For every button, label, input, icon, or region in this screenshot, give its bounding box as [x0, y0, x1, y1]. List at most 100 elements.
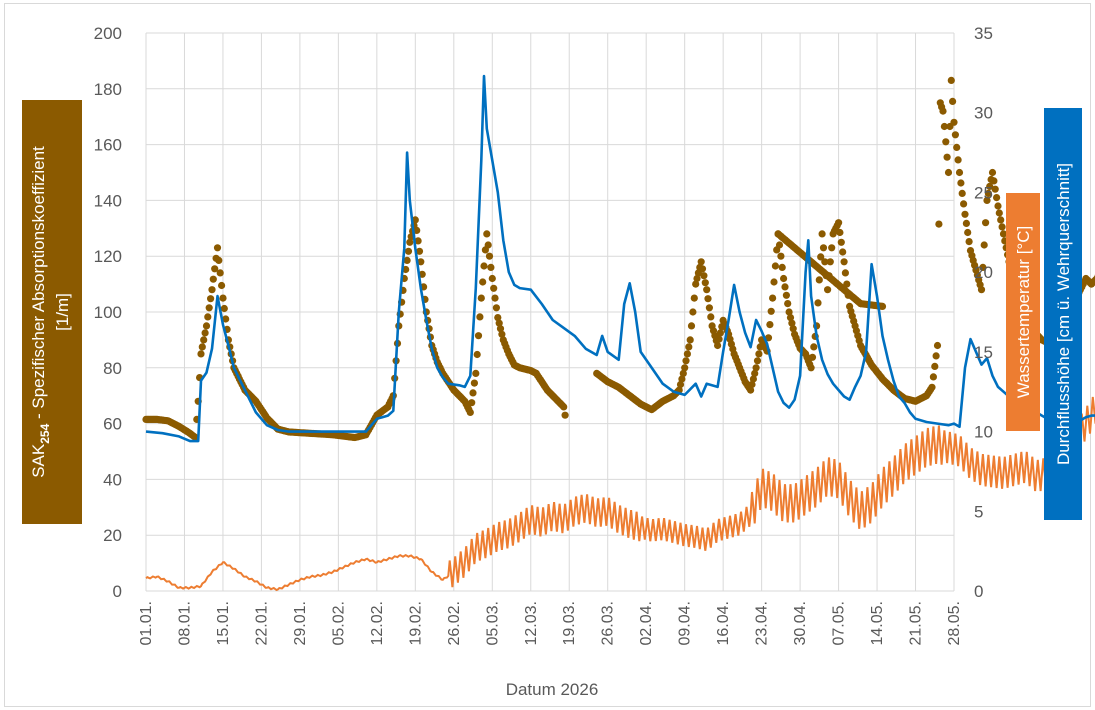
sak-point [491, 294, 499, 302]
sak-point [466, 408, 474, 416]
x-tick-label: 01.01. [138, 601, 155, 645]
y-left-tick-label: 160 [94, 136, 122, 155]
series-sak254 [142, 76, 1095, 442]
sak-point [752, 364, 760, 372]
sak-point [965, 238, 973, 246]
sak-point [991, 185, 999, 193]
x-tick-label: 26.02. [446, 601, 463, 645]
sak-point [977, 286, 986, 294]
sak-point [828, 244, 836, 252]
sak-point [984, 189, 993, 197]
sak-point [488, 274, 496, 283]
sak-point [213, 244, 222, 252]
sak-point [415, 247, 424, 255]
sak-point [954, 156, 962, 164]
sak-point [748, 380, 756, 389]
sak-point [560, 403, 568, 411]
sak-point [496, 325, 505, 333]
y-left-tick-label: 40 [103, 470, 122, 489]
sak-point [821, 258, 829, 266]
sak-point [788, 319, 796, 327]
y-left-tick-label: 120 [94, 247, 122, 266]
sak-point [837, 238, 845, 246]
sak-point [480, 262, 488, 270]
sak-point [944, 168, 953, 177]
y-left-tick-label: 60 [103, 415, 122, 434]
sak-point [703, 286, 711, 294]
x-tick-label: 14.05. [869, 601, 886, 645]
sak-point [490, 284, 498, 292]
x-tick-label: 28.05. [946, 601, 963, 645]
sak-point [770, 278, 778, 286]
sak-point [767, 307, 775, 315]
sak-point [479, 278, 487, 286]
sak-point [492, 304, 500, 312]
sak-point [716, 329, 725, 337]
x-tick-label: 02.04. [638, 601, 655, 645]
sak-point [955, 168, 964, 177]
sak-point [209, 275, 217, 283]
sak-point [417, 258, 425, 266]
sak-point [785, 308, 793, 316]
sak-point [704, 295, 712, 303]
sak-point [778, 263, 786, 271]
sak-point [835, 219, 843, 227]
sak-point [780, 274, 788, 283]
y-left-tick-label: 0 [113, 582, 122, 601]
sak-point [815, 276, 823, 284]
sak-point [943, 153, 951, 161]
y-right-tick-label: 0 [974, 582, 983, 601]
sak-point [468, 399, 476, 407]
sak-point [931, 362, 939, 370]
chart-frame [4, 3, 1091, 707]
sak-point [202, 322, 211, 330]
sak-point [782, 291, 791, 299]
sak-point [219, 294, 227, 302]
sak-point [201, 329, 209, 337]
sak-point [951, 131, 960, 139]
sak-point [808, 353, 817, 361]
sak-point [979, 263, 987, 271]
sak-point [198, 343, 206, 351]
sak-point [878, 302, 887, 310]
sak-point [690, 294, 698, 302]
x-tick-label: 26.03. [600, 601, 617, 645]
sak-point [484, 241, 492, 249]
sak-point [994, 202, 1002, 210]
sak-point [749, 375, 758, 383]
x-tick-label: 15.01. [215, 601, 232, 645]
sak-point [769, 294, 777, 302]
sak-point [817, 253, 825, 261]
sak-point [487, 263, 495, 271]
sak-point [692, 280, 700, 288]
sak-point [220, 304, 228, 313]
x-tick-label: 12.02. [369, 601, 386, 645]
sak-point [824, 286, 832, 294]
sak-point [700, 272, 708, 280]
y-left-label-box [22, 100, 82, 524]
sak-point [942, 138, 950, 146]
sak-point [789, 325, 797, 333]
sak-point [961, 210, 969, 218]
y-left-tick-label: 20 [103, 526, 122, 545]
sak-point [964, 228, 972, 237]
sak-point [990, 177, 998, 185]
sak-point [207, 295, 215, 303]
sak-point [826, 258, 834, 266]
y-right-temp-label-box [1006, 193, 1040, 431]
x-tick-label: 12.03. [523, 601, 540, 645]
sak-point [698, 265, 707, 273]
y-right-flow-label: Durchflusshöhe [cm ü. Wehrquerschnitt] [1054, 163, 1073, 465]
sak-point [836, 228, 844, 237]
sak-point [777, 252, 785, 260]
sak-point [819, 244, 828, 252]
sak-point [215, 256, 223, 264]
y-left-tick-label: 140 [94, 191, 122, 210]
sak-point [753, 357, 762, 365]
sak-point [771, 262, 780, 270]
sak-point [472, 369, 480, 377]
sak-point [962, 219, 971, 227]
sak-point [857, 300, 865, 308]
sak-point [940, 122, 949, 131]
sak-point [997, 216, 1005, 224]
